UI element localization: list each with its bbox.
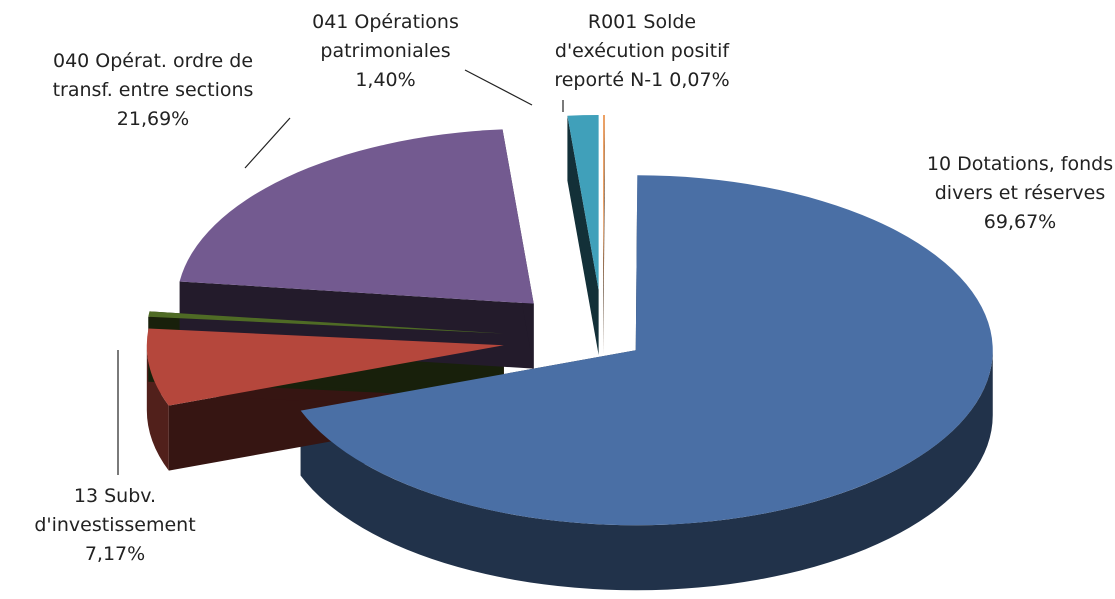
leader-lines	[117, 69, 564, 475]
slice	[567, 115, 599, 291]
leader-line	[464, 69, 533, 106]
slice-side	[603, 114, 605, 355]
slice-label: 10 Dotations, fonds divers et réserves 6…	[926, 153, 1114, 233]
leader-line	[244, 117, 291, 169]
slice	[603, 114, 605, 290]
slice-label: 13 Subv. d'investissement 7,17%	[34, 485, 196, 565]
slice	[300, 175, 993, 526]
slice-label: 041 Opérations patrimoniales 1,40%	[312, 11, 459, 91]
slice-tops	[146, 114, 993, 526]
slice-side	[300, 350, 993, 591]
slice	[146, 328, 504, 406]
slice-label: 040 Opérat. ordre de transf. entre secti…	[52, 50, 254, 130]
slice-side	[567, 115, 599, 356]
slice	[179, 129, 534, 304]
slice	[148, 311, 504, 334]
slice-label: R001 Solde d'exécution positif reporté N…	[554, 11, 730, 91]
